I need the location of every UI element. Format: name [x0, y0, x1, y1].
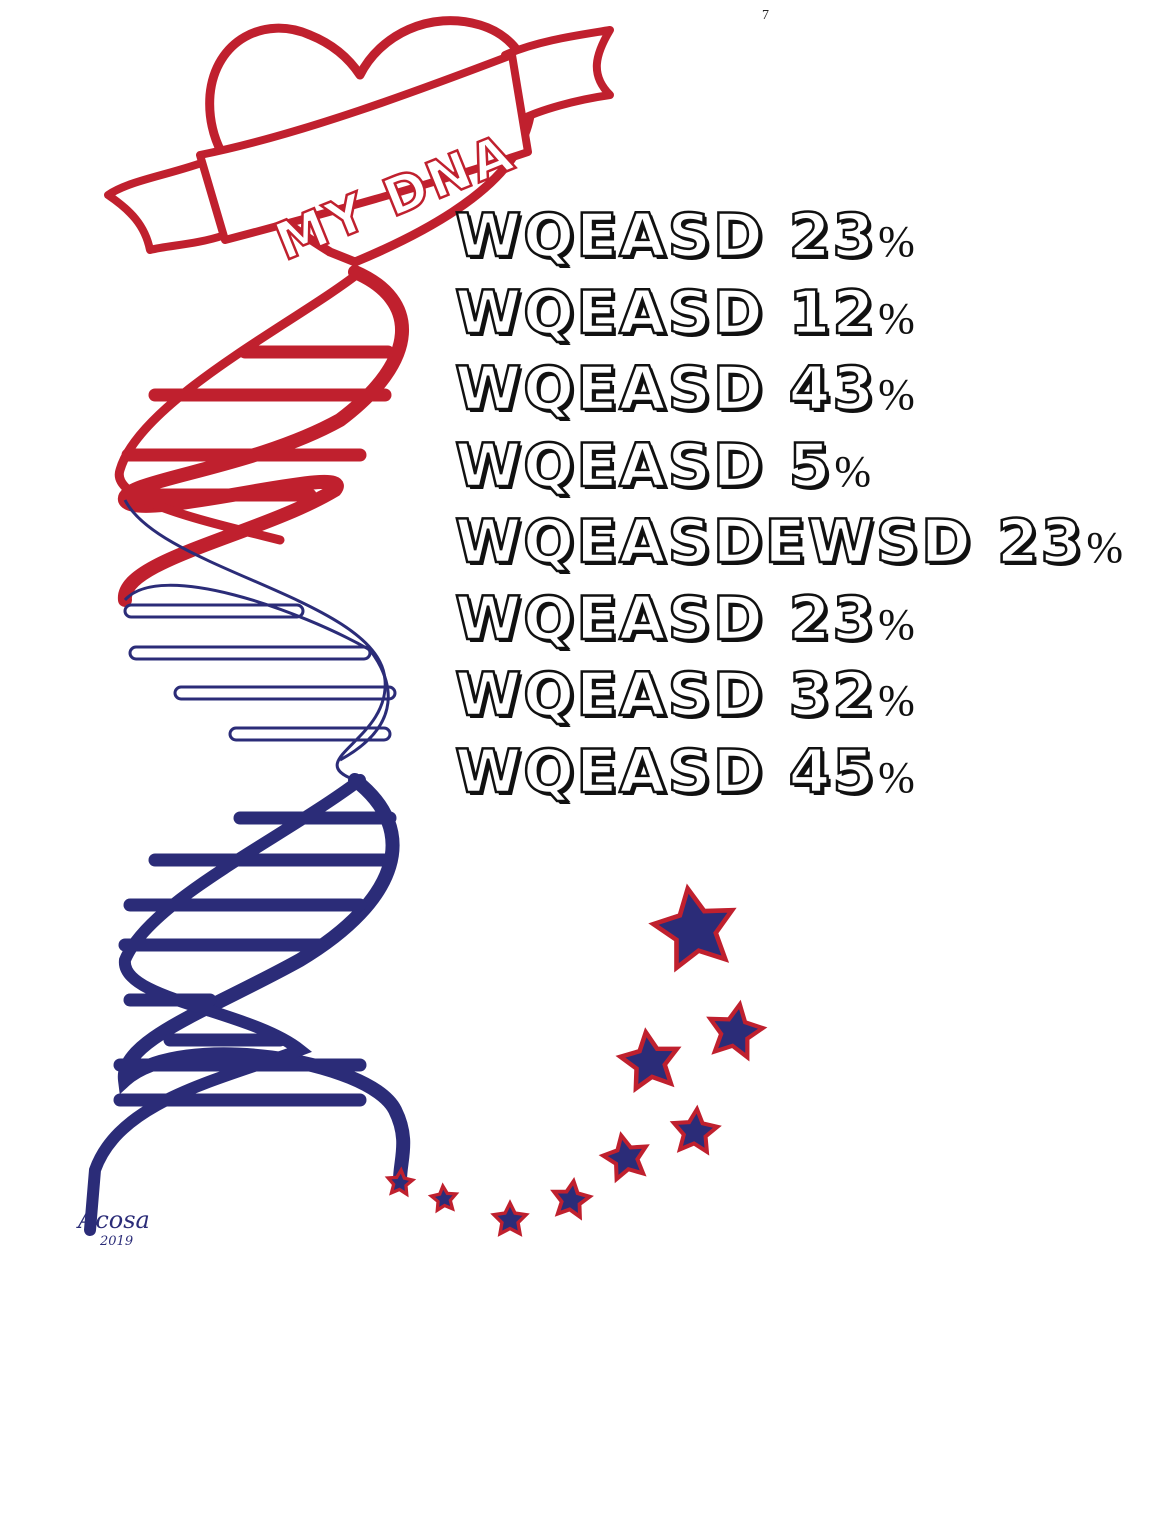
stat-unit: % — [878, 370, 915, 419]
star-icon — [550, 1176, 594, 1221]
dna-strand-red — [118, 265, 409, 607]
stat-unit: % — [1086, 523, 1123, 572]
stat-value: 45 — [787, 735, 877, 808]
stat-unit: % — [878, 676, 915, 725]
stat-label: WQEASDEWSD — [454, 506, 973, 579]
stat-row: WQEASD 45% — [454, 734, 1123, 811]
dna-rungs-thin — [123, 603, 397, 742]
stat-value: 23 — [996, 506, 1085, 579]
signature-name: Acosa — [76, 1206, 150, 1234]
star-icon — [669, 1104, 722, 1156]
signature-year: 2019 — [99, 1234, 133, 1249]
stat-row: WQEASD 12% — [454, 275, 1123, 352]
dna-rungs-navy — [113, 811, 397, 1107]
stat-row: WQEASD 23% — [454, 198, 1123, 275]
stat-value: 43 — [787, 353, 877, 426]
dna-rungs-red — [121, 345, 395, 502]
signature: Acosa 2019 — [76, 1206, 150, 1249]
star-icon — [427, 1182, 460, 1214]
stat-value: 32 — [787, 659, 877, 732]
stat-label: WQEASD — [454, 276, 765, 349]
stat-unit: % — [878, 293, 915, 343]
stat-label: WQEASD — [454, 582, 765, 655]
heart-icon — [205, 16, 537, 267]
star-icon — [615, 1027, 682, 1094]
stat-unit: % — [878, 217, 915, 266]
star-icon — [490, 1199, 530, 1237]
stat-unit: % — [834, 446, 872, 496]
star-icon — [384, 1166, 417, 1198]
stat-row: WQEASDEWSD 23% — [454, 504, 1123, 581]
stat-unit: % — [878, 752, 915, 802]
stat-row: WQEASD 43% — [454, 351, 1123, 428]
stat-label: WQEASD — [454, 659, 765, 732]
stat-value: 12 — [787, 276, 877, 349]
ribbon-right-tail — [501, 26, 614, 124]
stat-value: 23 — [787, 200, 877, 273]
stat-row: WQEASD 5% — [454, 428, 1123, 505]
stat-value: 23 — [787, 582, 877, 655]
stat-label: WQEASD — [454, 735, 765, 808]
stat-label: WQEASD — [454, 200, 765, 273]
dna-breakdown-list: WQEASD 23% WQEASD 12% WQEASD 43% WQEASD 5% W… — [454, 198, 1123, 811]
stat-row: WQEASD 23% — [454, 581, 1123, 658]
dna-strand-navy-thin-2 — [123, 583, 390, 762]
stat-label: WQEASD — [454, 429, 765, 502]
stat-row: WQEASD 32% — [454, 657, 1123, 734]
star-icon — [598, 1131, 650, 1184]
dna-strand-navy-thin — [123, 499, 387, 782]
ribbon-left-tail — [104, 156, 229, 254]
stat-value: 5 — [787, 429, 833, 502]
star-icon — [648, 883, 737, 973]
stat-unit: % — [878, 599, 915, 649]
page-number: 7 — [762, 8, 769, 23]
star-icon — [706, 999, 768, 1062]
ribbon-banner — [196, 51, 532, 244]
stat-label: WQEASD — [454, 353, 765, 426]
stars — [384, 883, 768, 1237]
